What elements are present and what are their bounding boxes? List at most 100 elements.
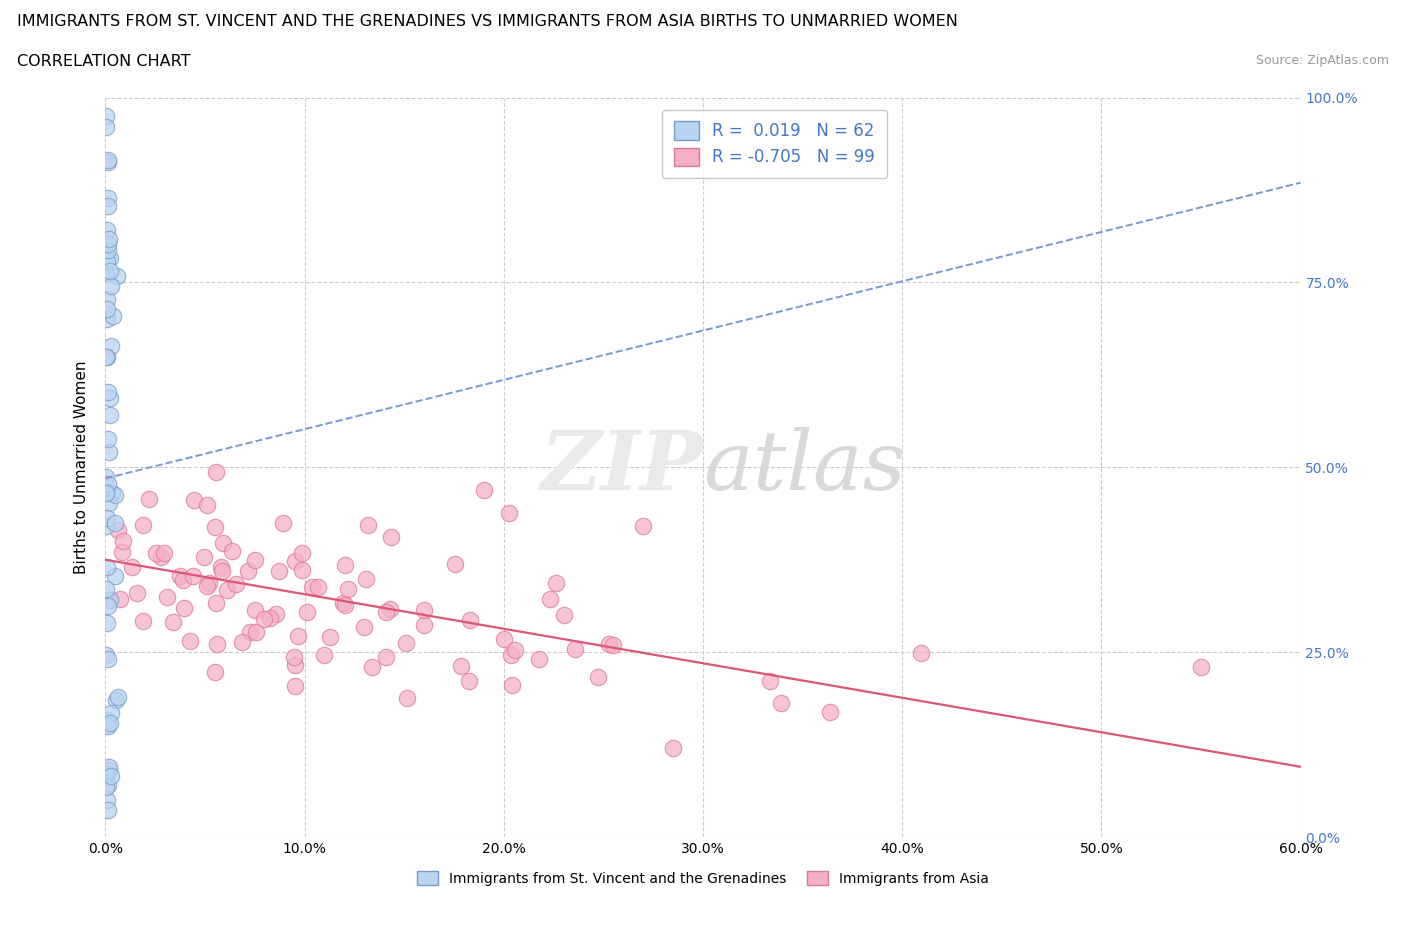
Point bbox=[264, 607, 287, 622]
Point bbox=[97, 243, 120, 258]
Point bbox=[97, 385, 120, 400]
Point bbox=[588, 670, 610, 684]
Point bbox=[96, 254, 118, 269]
Point bbox=[100, 715, 122, 730]
Point bbox=[212, 536, 235, 551]
Point bbox=[360, 659, 382, 674]
Point bbox=[179, 633, 201, 648]
Point bbox=[97, 153, 120, 167]
Point bbox=[204, 464, 226, 479]
Text: IMMIGRANTS FROM ST. VINCENT AND THE GRENADINES VS IMMIGRANTS FROM ASIA BIRTHS TO: IMMIGRANTS FROM ST. VINCENT AND THE GREN… bbox=[17, 14, 957, 29]
Point bbox=[127, 586, 149, 601]
Point bbox=[96, 712, 118, 727]
Point bbox=[259, 611, 281, 626]
Point bbox=[97, 154, 120, 169]
Point bbox=[152, 545, 174, 560]
Point bbox=[380, 602, 402, 617]
Point bbox=[100, 769, 122, 784]
Point bbox=[104, 487, 127, 502]
Point bbox=[98, 592, 121, 607]
Point bbox=[111, 534, 134, 549]
Point bbox=[457, 673, 479, 688]
Point bbox=[820, 705, 842, 720]
Legend: Immigrants from St. Vincent and the Grenadines, Immigrants from Asia: Immigrants from St. Vincent and the Gren… bbox=[411, 864, 995, 893]
Point bbox=[662, 740, 685, 755]
Point bbox=[450, 658, 472, 673]
Point bbox=[333, 597, 356, 612]
Point bbox=[100, 705, 122, 720]
Point bbox=[195, 498, 218, 512]
Point bbox=[94, 350, 117, 365]
Point bbox=[225, 576, 247, 591]
Point bbox=[283, 649, 305, 664]
Point bbox=[243, 552, 266, 567]
Point bbox=[98, 496, 121, 511]
Point bbox=[204, 519, 226, 534]
Point bbox=[96, 615, 118, 630]
Point bbox=[132, 517, 155, 532]
Point bbox=[231, 634, 253, 649]
Point bbox=[96, 312, 118, 327]
Point bbox=[94, 267, 117, 282]
Point bbox=[267, 563, 290, 578]
Point bbox=[195, 578, 218, 593]
Point bbox=[96, 350, 118, 365]
Point bbox=[162, 615, 184, 630]
Point bbox=[238, 564, 260, 578]
Point bbox=[253, 612, 276, 627]
Point bbox=[205, 596, 228, 611]
Point bbox=[295, 604, 318, 619]
Point bbox=[96, 511, 118, 525]
Point bbox=[150, 550, 173, 565]
Point bbox=[94, 519, 117, 534]
Point bbox=[97, 432, 120, 446]
Point bbox=[107, 689, 129, 704]
Point bbox=[101, 309, 124, 324]
Point bbox=[301, 579, 323, 594]
Point bbox=[312, 647, 335, 662]
Point bbox=[193, 550, 215, 565]
Point bbox=[215, 582, 238, 597]
Point bbox=[98, 763, 121, 777]
Point bbox=[138, 492, 160, 507]
Point bbox=[97, 199, 120, 214]
Point bbox=[284, 679, 307, 694]
Point bbox=[96, 792, 118, 807]
Point bbox=[413, 603, 436, 618]
Point bbox=[499, 647, 522, 662]
Point bbox=[97, 445, 120, 459]
Point bbox=[96, 301, 118, 316]
Point bbox=[97, 759, 120, 774]
Point bbox=[544, 576, 567, 591]
Point bbox=[98, 391, 121, 405]
Point bbox=[97, 716, 120, 731]
Text: Source: ZipAtlas.com: Source: ZipAtlas.com bbox=[1256, 54, 1389, 67]
Point bbox=[183, 493, 205, 508]
Point bbox=[1189, 659, 1212, 674]
Text: ZIP: ZIP bbox=[540, 427, 703, 508]
Point bbox=[173, 601, 195, 616]
Point bbox=[287, 629, 309, 644]
Point bbox=[104, 515, 127, 530]
Point bbox=[243, 603, 266, 618]
Point bbox=[169, 569, 191, 584]
Point bbox=[96, 559, 118, 574]
Point bbox=[107, 523, 129, 538]
Point bbox=[100, 339, 122, 353]
Point bbox=[97, 599, 120, 614]
Point bbox=[96, 485, 118, 500]
Point bbox=[121, 560, 143, 575]
Point bbox=[98, 264, 121, 279]
Point bbox=[96, 254, 118, 269]
Point bbox=[527, 651, 550, 666]
Point bbox=[245, 624, 267, 639]
Point bbox=[96, 292, 118, 307]
Point bbox=[291, 546, 314, 561]
Point bbox=[472, 482, 495, 497]
Point bbox=[307, 579, 329, 594]
Text: atlas: atlas bbox=[703, 427, 905, 508]
Point bbox=[395, 691, 418, 706]
Point bbox=[394, 635, 416, 650]
Point bbox=[97, 718, 120, 733]
Point bbox=[207, 637, 229, 652]
